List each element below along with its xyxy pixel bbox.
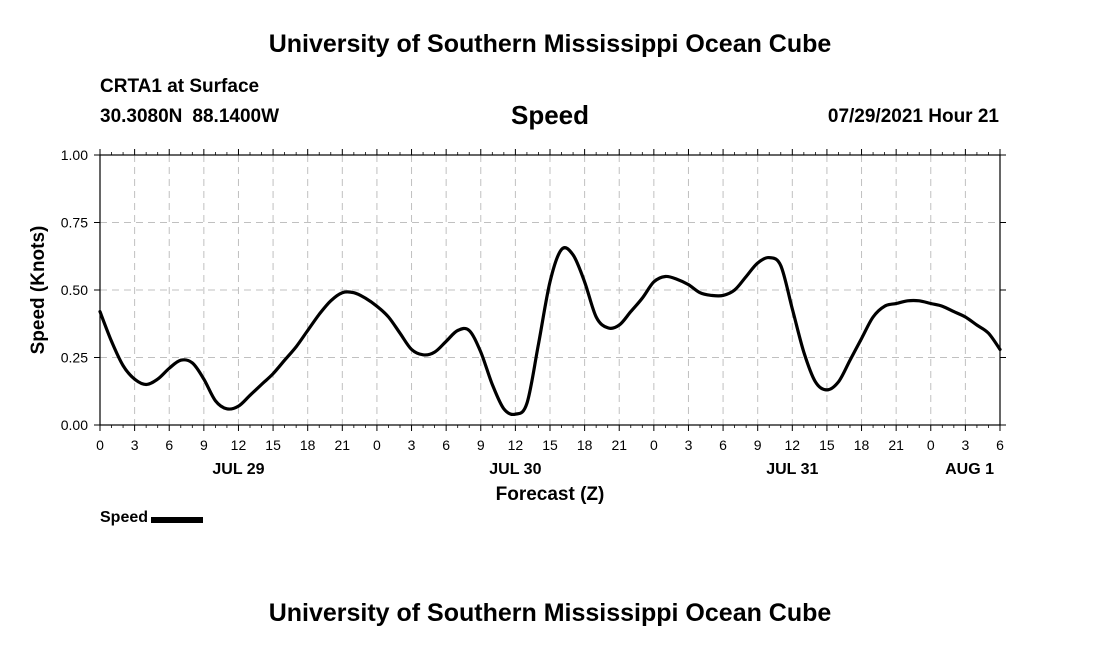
x-tick-label: 18 bbox=[300, 437, 316, 453]
x-tick-label: 21 bbox=[611, 437, 627, 453]
x-tick-label: 9 bbox=[200, 437, 208, 453]
x-tick-label: 3 bbox=[685, 437, 693, 453]
grid-layer bbox=[100, 155, 1000, 425]
y-tick-label: 1.00 bbox=[61, 147, 88, 163]
x-tick-label: 15 bbox=[265, 437, 281, 453]
y-axis-label: Speed (Knots) bbox=[28, 226, 49, 355]
y-axis: 0.00 0.25 0.50 0.75 1.00 bbox=[61, 147, 1006, 433]
latitude-label: 30.3080N bbox=[100, 106, 183, 127]
x-axis: 0 3 6 9 12 15 18 21 0 3 6 9 12 15 18 21 0 3 6 9 12 15 18 21 0 3 6 J… bbox=[96, 149, 1004, 478]
y-tick-label: 0.50 bbox=[61, 282, 88, 298]
longitude-label: 88.1400W bbox=[192, 106, 280, 127]
x-tick-label: 12 bbox=[785, 437, 801, 453]
x-tick-label: 3 bbox=[408, 437, 416, 453]
date-label: AUG 1 bbox=[945, 461, 994, 478]
y-tick-label: 0.00 bbox=[61, 417, 88, 433]
date-label: JUL 29 bbox=[212, 461, 264, 478]
variable-label: Speed bbox=[510, 100, 590, 130]
footer-title: University of Southern Mississippi Ocean… bbox=[268, 599, 832, 627]
legend-swatch bbox=[151, 516, 204, 523]
legend-label: Speed bbox=[100, 509, 149, 526]
x-axis-label: Forecast (Z) bbox=[496, 484, 605, 505]
x-tick-label: 3 bbox=[961, 437, 969, 453]
x-tick-label: 6 bbox=[719, 437, 727, 453]
y-tick-label: 0.75 bbox=[61, 215, 88, 231]
x-tick-label: 21 bbox=[335, 437, 351, 453]
x-tick-label: 12 bbox=[231, 437, 247, 453]
chart-title: University of Southern Mississippi Ocean… bbox=[268, 30, 832, 58]
series-line-speed bbox=[98, 246, 1002, 417]
x-tick-label: 12 bbox=[508, 437, 524, 453]
x-tick-label: 0 bbox=[650, 437, 658, 453]
x-tick-label: 18 bbox=[577, 437, 593, 453]
forecast-timestamp: 07/29/2021 Hour 21 bbox=[827, 106, 999, 127]
x-tick-label: 3 bbox=[131, 437, 139, 453]
x-tick-label: 15 bbox=[819, 437, 835, 453]
x-tick-label: 6 bbox=[165, 437, 173, 453]
x-tick-label: 21 bbox=[888, 437, 904, 453]
legend: Speed bbox=[100, 509, 204, 527]
x-tick-label: 0 bbox=[96, 437, 104, 453]
x-tick-label: 15 bbox=[542, 437, 558, 453]
x-tick-label: 0 bbox=[373, 437, 381, 453]
coordinates: 30.3080N 88.1400W bbox=[100, 106, 279, 128]
station-label: CRTA1 at Surface bbox=[100, 76, 260, 97]
x-tick-label: 6 bbox=[996, 437, 1004, 453]
y-tick-label: 0.25 bbox=[61, 350, 88, 366]
date-label: JUL 31 bbox=[766, 461, 818, 478]
date-label: JUL 30 bbox=[489, 461, 541, 478]
series-layer bbox=[98, 246, 1002, 417]
x-tick-label: 0 bbox=[927, 437, 935, 453]
x-tick-label: 18 bbox=[854, 437, 870, 453]
x-tick-label: 6 bbox=[442, 437, 450, 453]
x-tick-label: 9 bbox=[754, 437, 762, 453]
x-tick-label: 9 bbox=[477, 437, 485, 453]
